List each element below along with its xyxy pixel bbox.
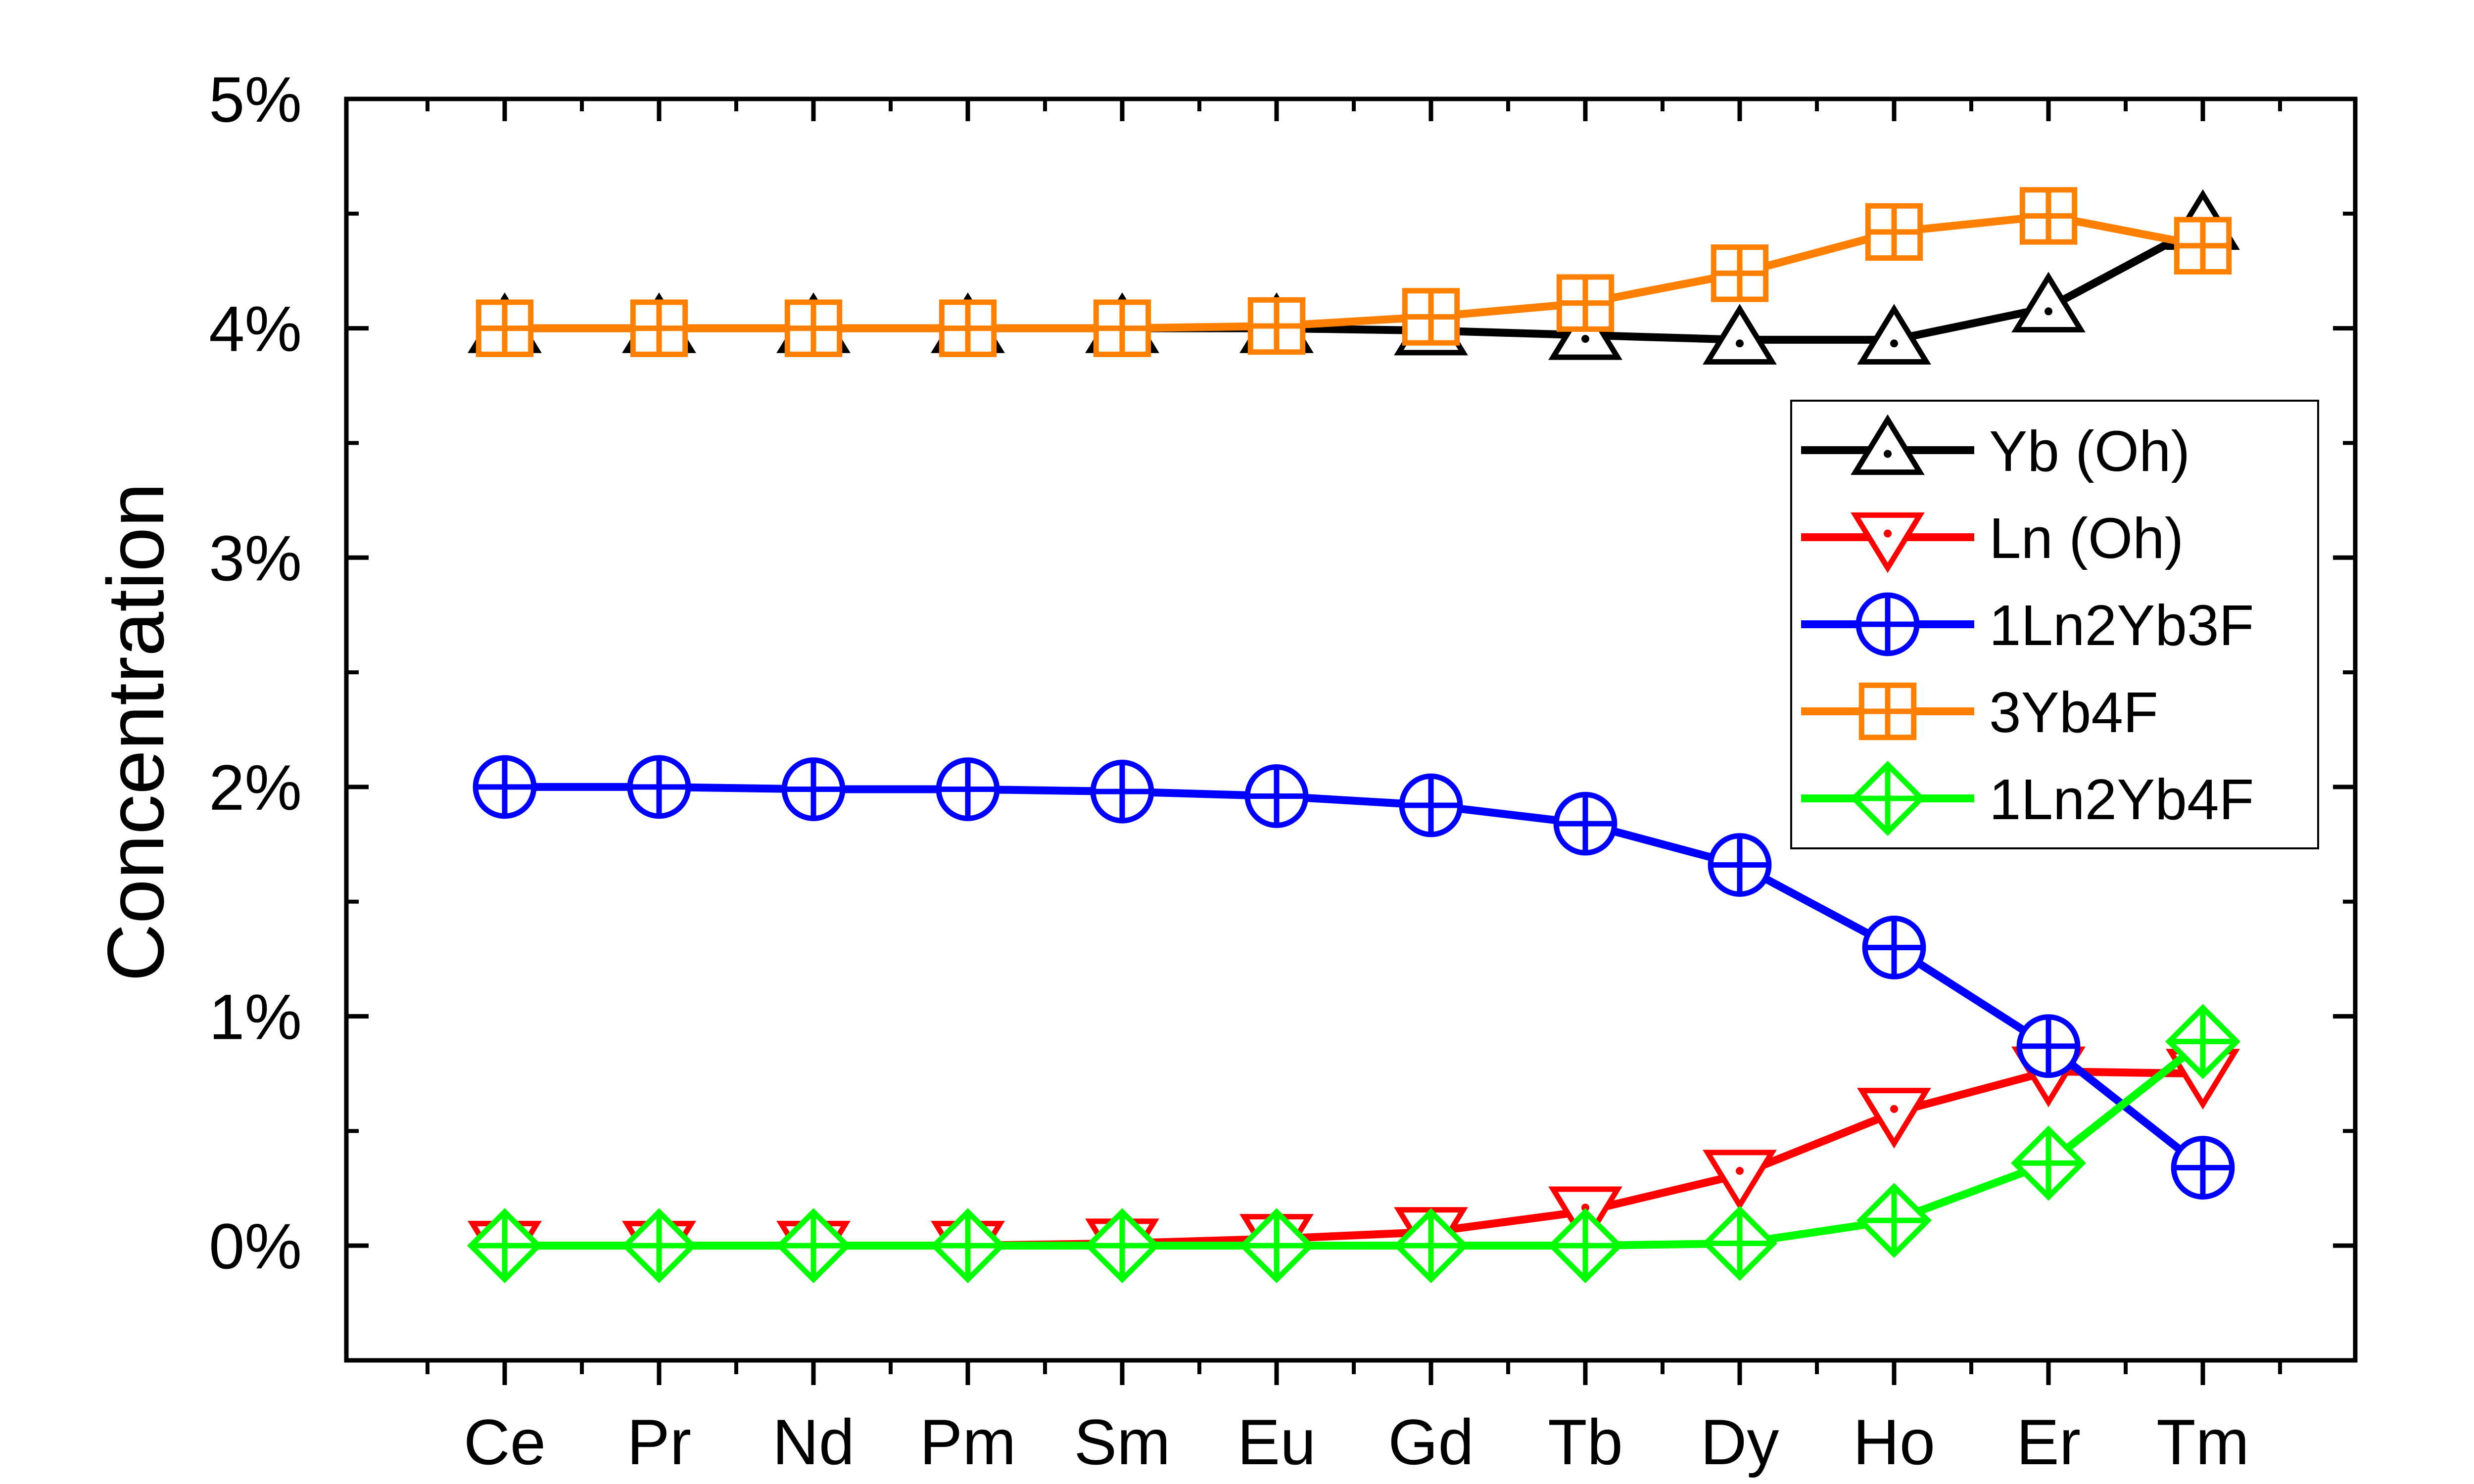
x-tick-label: Pr — [627, 1406, 691, 1478]
legend-swatch-marker — [1851, 512, 1925, 573]
x-tick-label: Gd — [1388, 1406, 1474, 1478]
data-point-dot — [1890, 339, 1898, 348]
series-line — [505, 1038, 2205, 1250]
plot-frame — [344, 96, 2358, 1363]
y-tick-label: 4% — [209, 293, 302, 365]
data-point — [2011, 272, 2086, 333]
data-point-dot — [1736, 339, 1744, 348]
data-point — [1703, 1150, 1777, 1211]
x-tick-label: Er — [2016, 1406, 2081, 1478]
y-tick-label: 3% — [209, 522, 302, 594]
y-tick-label: 5% — [209, 63, 302, 136]
series-3 — [476, 187, 2232, 357]
x-tick-label: Dy — [1701, 1406, 1779, 1478]
data-point-dot — [1736, 1167, 1744, 1175]
x-tick-label: Sm — [1074, 1406, 1171, 1478]
legend-label: Yb (Oh) — [1989, 419, 2190, 483]
series-0 — [468, 189, 2240, 365]
data-point-dot — [2045, 307, 2052, 316]
y-tick-label: 0% — [209, 1210, 302, 1282]
legend-label: 1Ln2Yb3F — [1989, 593, 2254, 657]
y-tick-label: 1% — [209, 981, 302, 1053]
series-4 — [467, 1004, 2240, 1284]
legend: Yb (Oh) Ln (Oh) 1Ln2Yb3F 3Yb4F 1Ln2Yb4F — [1790, 400, 2319, 849]
legend-swatch-marker — [1851, 414, 1925, 475]
legend-label: Ln (Oh) — [1989, 506, 2184, 570]
x-tick-label: Nd — [772, 1406, 855, 1478]
x-tick-label: Pm — [920, 1406, 1016, 1478]
data-point — [1703, 304, 1777, 365]
data-point-dot — [1581, 334, 1589, 343]
series-2 — [473, 755, 2235, 1200]
data-point-dot — [1581, 1204, 1589, 1212]
legend-label: 3Yb4F — [1989, 680, 2158, 744]
series-layer — [467, 187, 2240, 1284]
x-tick-label: Ce — [464, 1406, 546, 1478]
series-line — [505, 212, 2204, 332]
y-axis-label: Concentration — [91, 483, 181, 982]
legend-swatch-marker-dot — [1884, 450, 1892, 458]
legend-label: 1Ln2Yb4F — [1989, 767, 2254, 832]
x-tick-label: Eu — [1237, 1406, 1316, 1478]
x-tick-label: Tb — [1548, 1406, 1623, 1478]
series-line — [505, 1067, 2203, 1250]
data-point — [1857, 304, 1931, 365]
x-tick-label: Ho — [1853, 1406, 1935, 1478]
axes: 0% 1% 2% 3% 4% 5% Ce Pr Nd Pm Sm Eu Gd Tb Dy Ho Er Tm — [209, 63, 2355, 1478]
data-point-dot — [1890, 1105, 1898, 1113]
x-tick-label: Tm — [2156, 1406, 2249, 1478]
legend-swatch-marker-dot — [1884, 529, 1892, 538]
y-tick-label: 2% — [209, 751, 302, 824]
data-point — [1857, 1088, 1931, 1149]
